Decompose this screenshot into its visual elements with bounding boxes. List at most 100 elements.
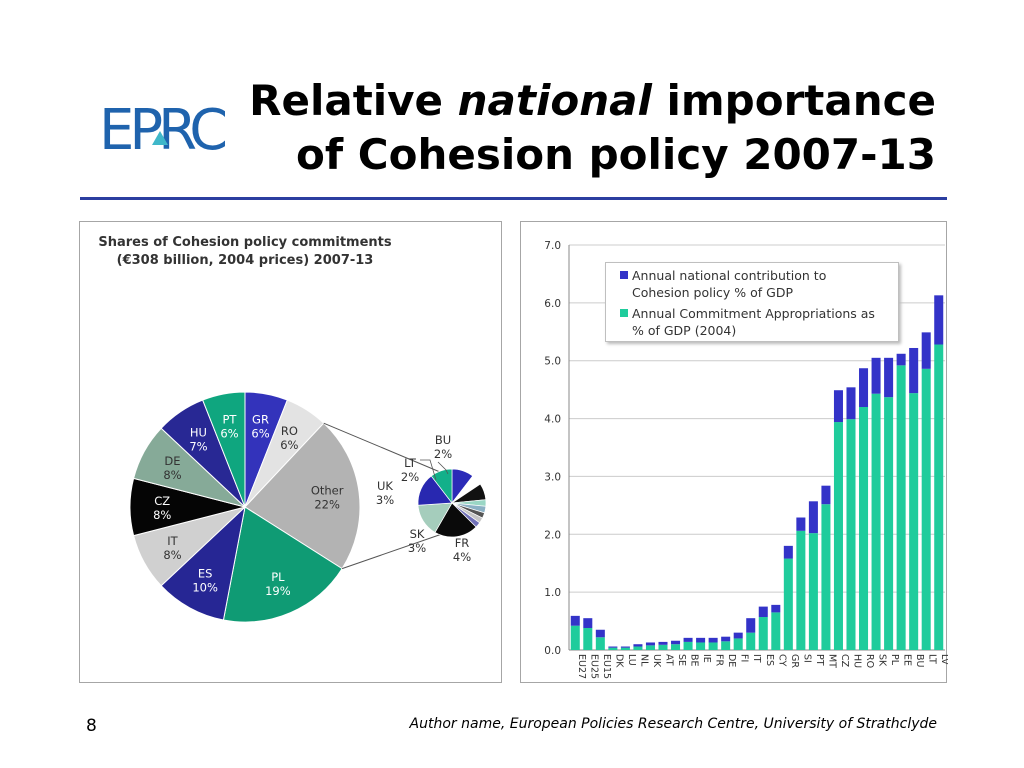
- x-tick-label-es: ES: [764, 654, 775, 666]
- x-tick-label-ie: IE: [701, 654, 712, 663]
- x-tick-label-eu25: EU25: [588, 654, 599, 679]
- pie-pct-de: 8%: [163, 468, 181, 482]
- x-tick-label-si: SI: [801, 654, 812, 663]
- pie-label-pl: PL: [271, 570, 285, 584]
- x-tick-label-se: SE: [676, 654, 687, 666]
- bar-commitment-cz: [833, 422, 843, 650]
- bar-commitment-ee: [896, 365, 906, 650]
- y-tick-label: 5.0: [544, 356, 561, 368]
- bar-chart-panel: 0.0 1.0 2.0 3.0 4.0 5.0 6.0 7.0 EU27 EU25 EU15 DK LU…: [520, 221, 948, 683]
- pie-label-other: Other: [311, 484, 344, 498]
- bar-national-lv: [934, 295, 944, 345]
- breakout-pct-bu: 2%: [434, 447, 452, 461]
- legend-swatch-commitment: [620, 309, 628, 317]
- breakout-label-sk: SK: [410, 527, 425, 541]
- bar-national-dk: [608, 646, 618, 648]
- bar-commitment-es: [758, 617, 768, 650]
- pie-chart-panel: Shares of Cohesion policy commitments (€…: [79, 221, 502, 683]
- x-tick-label-bu: BU: [914, 654, 925, 668]
- bar-national-sk: [871, 357, 881, 394]
- breakout-connector-top: [323, 422, 441, 473]
- bar-national-eu27: [570, 615, 580, 626]
- pie-title-line1: Shares of Cohesion policy commitments: [98, 235, 392, 250]
- bar-national-de: [721, 636, 731, 642]
- title-line2: of Cohesion policy 2007-13: [296, 130, 936, 179]
- legend-line3: Annual Commitment Appropriations as: [632, 306, 875, 321]
- legend-line1: Annual national contribution to: [632, 268, 827, 283]
- bar-commitment-lu: [620, 647, 630, 650]
- pie-chart-title: Shares of Cohesion policy commitments (€…: [80, 234, 410, 270]
- x-tick-label-lu: LU: [626, 654, 637, 666]
- bar-national-lu: [620, 646, 630, 648]
- breakout-label-bu: BU: [435, 433, 451, 447]
- eprc-logo-graphic: EPRC: [99, 98, 225, 155]
- x-tick-label-at: AT: [664, 654, 675, 666]
- bar-commitment-at: [658, 644, 668, 650]
- breakout-pct-uk: 3%: [376, 493, 394, 507]
- bar-national-eu15: [595, 629, 605, 638]
- x-tick-label-nl: NL: [638, 654, 649, 667]
- bar-commitment-pt: [808, 533, 818, 650]
- pie-pct-ro: 6%: [280, 438, 298, 452]
- bar-national-fr: [708, 637, 718, 643]
- pie-label-hu: HU: [190, 426, 207, 440]
- eprc-logo: EPRC: [97, 97, 225, 155]
- breakout-label-fr: FR: [455, 536, 470, 550]
- pie-label-gr: GR: [252, 413, 269, 427]
- bar-national-cz: [833, 390, 843, 423]
- x-tick-label-fr: FR: [714, 654, 725, 666]
- bar-chart: 0.0 1.0 2.0 3.0 4.0 5.0 6.0 7.0 EU27 EU25 EU15 DK LU…: [544, 240, 948, 679]
- bar-commitment-lt: [921, 368, 931, 650]
- x-tick-label-pl: PL: [889, 654, 900, 666]
- x-tick-label-ee: EE: [902, 654, 913, 666]
- bar-national-uk: [645, 642, 655, 646]
- bar-national-be: [683, 637, 693, 642]
- bar-national-ee: [896, 353, 906, 366]
- bar-commitment-nl: [633, 646, 643, 650]
- pie-pct-cz: 8%: [153, 508, 171, 522]
- pie-label-es: ES: [198, 567, 213, 581]
- chart-legend: Annual national contribution to Cohesion…: [605, 262, 899, 342]
- bar-national-lt: [921, 332, 931, 369]
- bar-commitment-bu: [909, 393, 919, 650]
- y-tick-label: 1.0: [544, 587, 561, 599]
- y-tick-label: 3.0: [544, 471, 561, 483]
- x-tick-label-uk: UK: [651, 654, 662, 668]
- y-tick-label: 4.0: [544, 414, 561, 426]
- breakout-connector-bottom: [341, 533, 443, 570]
- bar-national-ie: [696, 637, 706, 643]
- x-tick-label-de: DE: [726, 654, 737, 667]
- pie-label-ro: RO: [281, 424, 298, 438]
- bar-commitment-de: [721, 641, 731, 650]
- y-tick-label: 7.0: [544, 240, 561, 252]
- footer-author: Author name, European Policies Research …: [409, 716, 937, 732]
- bar-commitment-sk: [871, 393, 881, 650]
- x-tick-label-eu15: EU15: [601, 654, 612, 679]
- pie-pct-other: 22%: [314, 498, 340, 512]
- breakout-slice-fr: [434, 502, 477, 538]
- title-divider: [80, 197, 947, 200]
- bar-national-pl: [884, 357, 894, 398]
- pie-slice-other: [244, 422, 361, 570]
- legend-line4: % of GDP (2004): [632, 323, 737, 338]
- bar-commitment-ie: [696, 642, 706, 650]
- bar-commitment-eu27: [570, 625, 580, 650]
- pie-pct-es: 10%: [192, 581, 218, 595]
- x-tick-label-lv: LV: [939, 654, 948, 665]
- bar-commitment-si: [796, 530, 806, 650]
- pie-pct-it: 8%: [163, 548, 181, 562]
- bar-national-eu25: [583, 618, 593, 629]
- breakout-pct-fr: 4%: [453, 550, 471, 564]
- bar-commitment-cy: [771, 612, 781, 650]
- x-tick-label-fi: FI: [739, 654, 750, 662]
- pie-pct-gr: 6%: [251, 427, 269, 441]
- breakout-pct-lt: 2%: [401, 470, 419, 484]
- x-tick-label-gr: GR: [789, 654, 800, 668]
- y-tick-label: 2.0: [544, 529, 561, 541]
- bar-national-at: [658, 641, 668, 645]
- x-tick-label-hu: HU: [852, 654, 863, 668]
- bar-national-nl: [633, 644, 643, 647]
- pie-pct-hu: 7%: [189, 440, 207, 454]
- breakout-pct-sk: 3%: [408, 541, 426, 555]
- bar-commitment-se: [671, 644, 681, 650]
